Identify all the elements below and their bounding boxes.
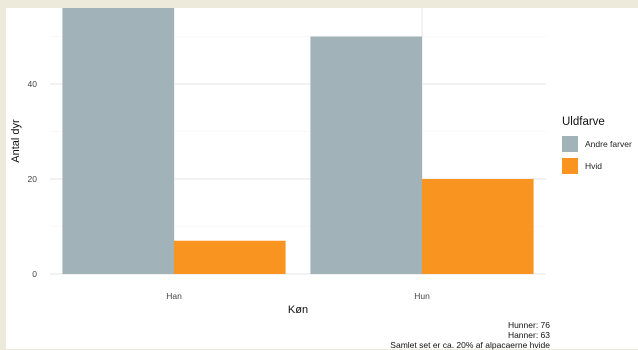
legend-item-hvid: Hvid [562,156,632,176]
y-tick-label: 20 [28,174,38,184]
y-tick-label: 40 [28,79,38,89]
bar-andre-farver-han [62,8,174,274]
x-tick-label: Han [166,291,182,301]
bar-andre-farver-hun [310,36,422,274]
legend-item-andre-farver: Andre farver [562,134,632,154]
legend-title: Uldfarve [562,116,605,128]
caption: Hunner: 76 Hanner: 63 Samlet set er ca. … [390,320,550,350]
legend: Uldfarve Andre farver Hvid [562,116,632,178]
chart-panel: 0 20 40 Han Hun Køn Antal dyr Uldfarve Andre f… [6,8,638,350]
y-tick-label: 0 [32,269,37,279]
legend-swatch-hvid [562,158,578,174]
y-axis-title: Antal dyr [10,119,22,163]
legend-label-andre-farver: Andre farver [585,139,632,149]
legend-swatch-andre-farver [562,136,578,152]
bar-hvid-hun [422,179,534,274]
caption-line-hanner: Hanner: 63 [507,330,550,340]
x-tick-label: Hun [414,291,430,301]
x-axis-title: Køn [288,304,308,316]
caption-line-summary: Samlet set er ca. 20% af alpacaerne hvid… [390,340,550,350]
bar-chart: 0 20 40 Han Hun Køn Antal dyr [10,8,546,316]
caption-line-hunner: Hunner: 76 [507,320,550,330]
bar-hvid-han [174,240,286,274]
legend-label-hvid: Hvid [585,161,603,171]
